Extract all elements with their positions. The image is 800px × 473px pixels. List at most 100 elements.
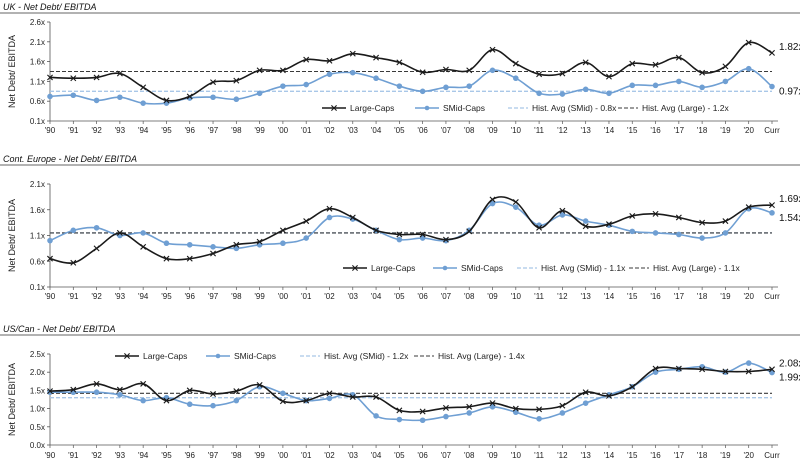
smid-caps-point <box>536 415 542 422</box>
y-tick-label: 2.1x <box>30 38 45 47</box>
smid-caps-point <box>676 231 682 238</box>
smid-caps-point <box>326 214 333 221</box>
large-caps-point <box>163 97 170 104</box>
large-caps-point <box>70 259 77 266</box>
large-caps-point <box>186 255 193 262</box>
smid-caps-point <box>303 81 309 88</box>
x-tick-label: '15 <box>627 451 638 460</box>
large-caps-point <box>373 393 380 400</box>
smid-caps-point <box>769 210 775 216</box>
large-caps-point <box>582 389 589 396</box>
x-tick-label: '08 <box>464 126 475 135</box>
large-caps-point <box>745 368 752 375</box>
smid-caps-point <box>210 94 216 101</box>
x-tick-label: '15 <box>627 292 638 301</box>
large-caps-point <box>699 219 706 226</box>
large-caps-point <box>373 54 380 61</box>
smid-caps-point <box>140 397 146 404</box>
large-caps-point <box>652 365 659 372</box>
large-caps-point <box>210 250 217 257</box>
x-tick-label: '13 <box>580 451 591 460</box>
large-caps-point <box>163 397 170 404</box>
large-caps-point <box>722 63 729 70</box>
smid-caps-point <box>745 360 752 366</box>
x-tick-label: '93 <box>115 292 126 301</box>
y-tick-label: 0.1x <box>30 117 45 126</box>
large-caps-end-label: 1.69x <box>779 194 800 205</box>
x-tick-label: '93 <box>115 451 126 460</box>
large-caps-point <box>93 74 100 81</box>
large-caps-point <box>373 227 380 234</box>
smid-caps-point <box>745 65 752 72</box>
large-caps-point <box>326 390 333 397</box>
large-caps-point <box>582 223 589 230</box>
smid-caps-point <box>280 240 286 247</box>
x-tick-label: '06 <box>417 126 428 135</box>
y-tick-label: 1.1x <box>30 232 45 241</box>
smid-caps-point <box>326 395 333 402</box>
large-caps-point <box>699 366 706 373</box>
large-caps-point <box>489 46 496 53</box>
smid-caps-point <box>559 91 566 97</box>
chart-title-3: US/Can - Net Debt/ EBITDA <box>3 324 116 334</box>
large-caps-point <box>675 365 682 372</box>
large-caps-point <box>233 241 240 248</box>
smid-caps-point <box>233 397 240 404</box>
large-caps-point <box>279 67 286 74</box>
x-tick-label: '92 <box>91 126 102 135</box>
smid-caps-point <box>349 69 356 76</box>
x-tick-label: '20 <box>743 126 754 135</box>
x-tick-label: '20 <box>743 292 754 301</box>
x-tick-label: '02 <box>324 292 335 301</box>
large-caps-point <box>652 61 659 68</box>
large-caps-point <box>116 70 123 77</box>
x-tick-label: '90 <box>45 292 56 301</box>
x-tick-label: '18 <box>697 292 708 301</box>
smid-caps-point <box>769 83 775 90</box>
x-tick-label: '10 <box>511 126 522 135</box>
smid-caps-point <box>210 402 216 409</box>
y-axis-label: Net Debt/ EBITDA <box>7 199 17 272</box>
smid-caps-point <box>373 413 379 419</box>
large-caps-point <box>233 77 240 84</box>
x-tick-label: '12 <box>557 126 568 135</box>
smid-caps-point <box>513 75 519 82</box>
x-tick-label: '90 <box>45 451 56 460</box>
large-caps-point <box>722 218 729 225</box>
x-tick-label: '00 <box>278 292 289 301</box>
large-caps-point <box>536 71 543 78</box>
large-caps-point <box>769 49 775 56</box>
large-caps-point <box>652 210 659 217</box>
x-tick-label: '06 <box>417 292 428 301</box>
x-tick-label: '08 <box>464 292 475 301</box>
smid-caps-point <box>536 90 542 97</box>
x-tick-label: '94 <box>138 292 149 301</box>
chart-title-1: UK - Net Debt/ EBITDA <box>3 2 97 12</box>
large-caps-point <box>466 228 473 235</box>
x-tick-label: '91 <box>68 451 79 460</box>
large-caps-end-label: 1.82x <box>779 42 800 53</box>
x-tick-label: '20 <box>743 451 754 460</box>
x-tick-label: '15 <box>627 126 638 135</box>
x-tick-label: '96 <box>185 451 196 460</box>
large-caps-point <box>442 404 449 411</box>
x-tick-label: '16 <box>650 126 661 135</box>
legend-marker-large <box>352 265 358 271</box>
smid-caps-point <box>256 90 263 97</box>
smid-caps-point <box>93 97 100 104</box>
x-tick-label: '02 <box>324 126 335 135</box>
legend-label-hist-large: Hist. Avg (Large) - 1.2x <box>642 103 730 113</box>
x-tick-label: '96 <box>185 292 196 301</box>
smid-caps-end-label: 1.99x <box>779 373 800 384</box>
large-caps-point <box>140 380 147 387</box>
x-tick-label: '01 <box>301 126 312 135</box>
smid-caps-point <box>186 401 193 408</box>
y-tick-label: 2.5x <box>30 350 45 359</box>
large-caps-point <box>326 205 333 212</box>
large-caps-point <box>629 212 636 219</box>
x-tick-label: '10 <box>511 451 522 460</box>
large-caps-point <box>93 380 100 387</box>
x-tick-label: '11 <box>534 451 544 460</box>
x-tick-label: '12 <box>557 292 568 301</box>
